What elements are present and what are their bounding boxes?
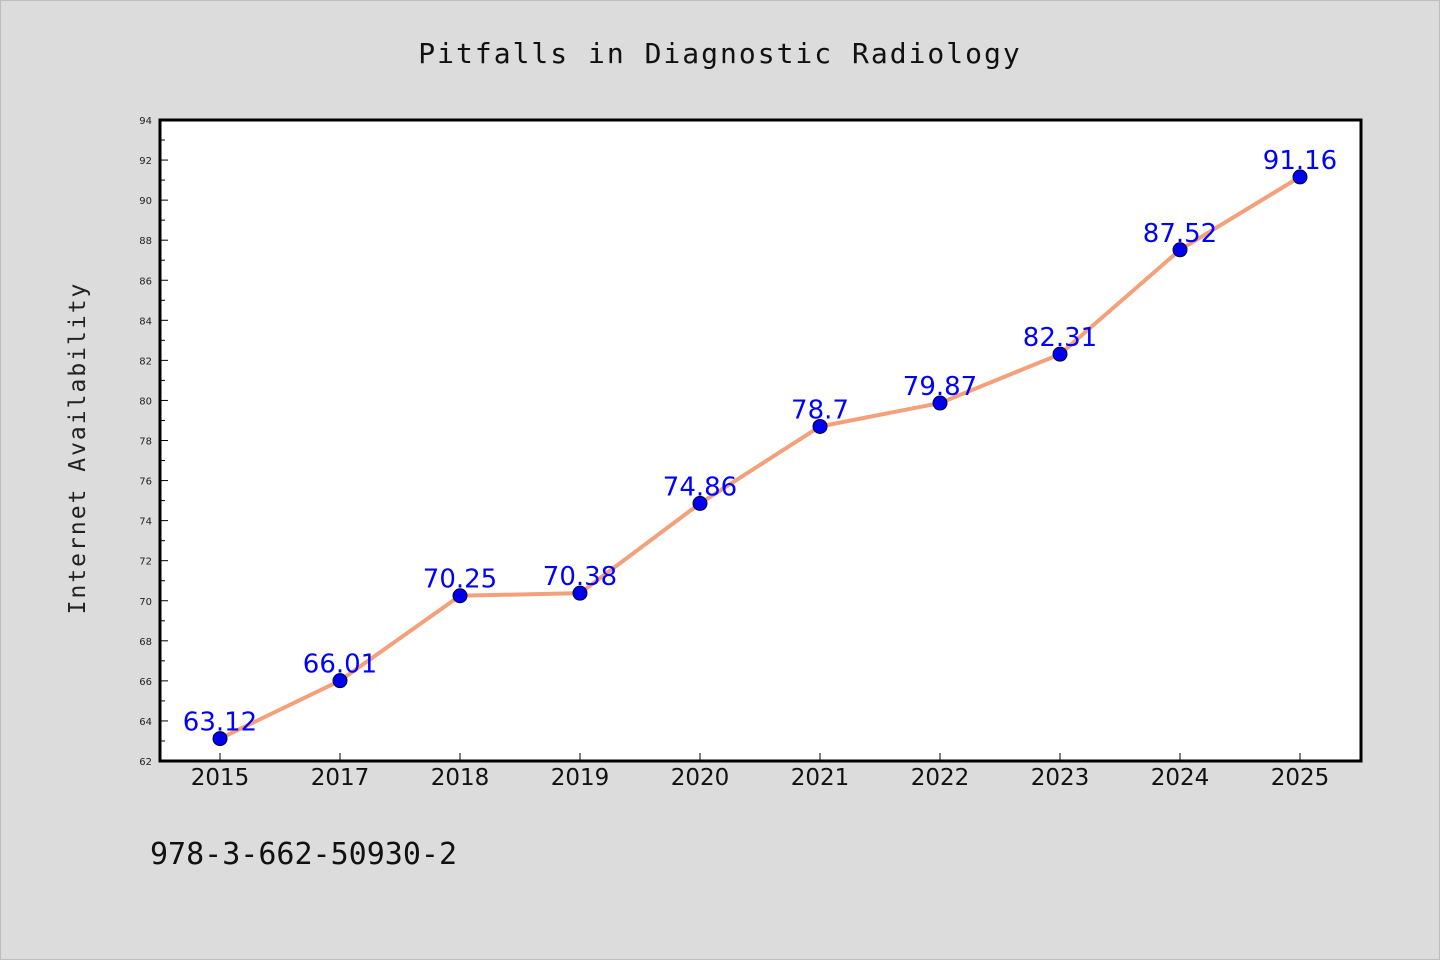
data-point: [932, 395, 948, 411]
data-label: 91.16: [1263, 146, 1337, 176]
data-point: [212, 731, 228, 747]
data-point: [332, 673, 348, 689]
y-tick-label: 86: [139, 276, 152, 287]
x-tick-label: 2022: [911, 765, 970, 791]
data-label: 74.86: [663, 472, 737, 502]
y-tick-label: 92: [139, 156, 152, 167]
x-tick-label: 2024: [1151, 765, 1210, 791]
data-label: 79.87: [903, 372, 977, 402]
x-tick-label: 2017: [311, 765, 370, 791]
data-point: [1292, 169, 1308, 185]
y-tick-label: 68: [139, 637, 152, 648]
data-label: 78.7: [791, 395, 849, 425]
y-tick-label: 80: [139, 396, 152, 407]
series-layer: [212, 169, 1308, 747]
data-label: 87.52: [1143, 219, 1217, 249]
data-point: [1172, 242, 1188, 258]
x-tick-label: 2021: [791, 765, 850, 791]
y-tick-label: 76: [139, 477, 152, 488]
data-point: [452, 588, 468, 604]
chart-title: Pitfalls in Diagnostic Radiology: [418, 37, 1021, 70]
y-tick-label: 90: [139, 196, 152, 207]
data-point: [1052, 346, 1068, 362]
data-label: 66.01: [303, 650, 377, 680]
y-tick-label: 78: [139, 437, 152, 448]
y-tick-label: 66: [139, 677, 152, 688]
data-label-layer: 63.12 66.01 70.25 70.38 74.86 78.7 79.87 82.31 8…: [183, 146, 1337, 738]
y-tick-label: 88: [139, 236, 152, 247]
y-tick-label: 74: [139, 517, 152, 528]
x-tick-label: 2020: [671, 765, 730, 791]
data-label: 63.12: [183, 708, 257, 738]
data-label: 70.38: [543, 562, 617, 592]
y-tick-label: 62: [139, 757, 152, 768]
x-tick-label: 2015: [191, 765, 250, 791]
x-tick-label: 2018: [431, 765, 490, 791]
x-tick-label: 2023: [1031, 765, 1090, 791]
plot-area: [158, 118, 1363, 763]
x-tick-label: 2025: [1271, 765, 1330, 791]
series-line: [218, 174, 1302, 741]
data-point: [812, 418, 828, 434]
data-label: 82.31: [1023, 323, 1097, 353]
x-tick-label: 2019: [551, 765, 610, 791]
x-axis: 2015 2017 2018 2019 2020 2021 2022 2023 2024 2025: [191, 753, 1330, 791]
y-axis-label: Internet Availability: [65, 282, 91, 615]
data-point: [692, 495, 708, 511]
y-tick-label: 94: [139, 116, 152, 127]
y-tick-label: 84: [139, 316, 152, 327]
y-tick-label: 82: [139, 356, 152, 367]
data-label: 70.25: [423, 565, 497, 595]
data-point: [572, 585, 588, 601]
y-axis: 62 64 66 68 70 72 74 76 78 80 82 84 86 88 90 92 94: [139, 116, 168, 768]
y-tick-label: 72: [139, 557, 152, 568]
footer-isbn: 978-3-662-50930-2: [150, 837, 457, 872]
y-tick-label: 64: [139, 717, 152, 728]
y-tick-label: 70: [139, 597, 152, 608]
